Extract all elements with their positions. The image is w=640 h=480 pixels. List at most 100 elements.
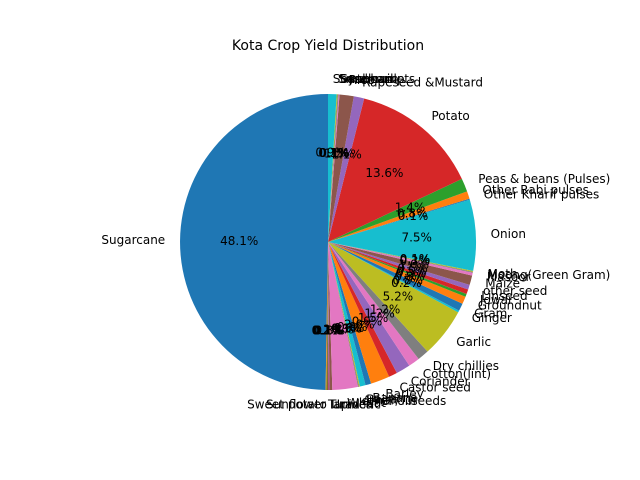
slice-percent: 0.1% <box>319 146 350 160</box>
slice-percent: 1.5% <box>324 146 355 160</box>
pie-slice <box>328 242 473 276</box>
slice-label: Dry chillies <box>433 359 499 373</box>
slice-percent: 0.8% <box>394 269 425 283</box>
slice-label: Other Rabi pulses <box>482 183 589 197</box>
slice-label: Sunflower <box>266 397 326 411</box>
slice-percent: 0.6% <box>334 321 365 335</box>
slice-percent: 1.2% <box>370 303 401 317</box>
pie-slice <box>328 242 469 294</box>
pie-slice <box>328 242 390 384</box>
pie-slice <box>328 242 359 390</box>
slice-label: Sannhamp <box>340 72 404 86</box>
pie-slice <box>328 242 474 272</box>
pie-slice <box>328 242 473 285</box>
slice-label: other oilseeds <box>362 394 447 408</box>
slice-label: Masoor <box>487 270 531 284</box>
pie-slice <box>328 94 340 242</box>
slice-label: Sugarcane <box>101 233 165 247</box>
slice-percent: 0.3% <box>399 254 430 268</box>
slice-percent: 0.1% <box>400 252 431 266</box>
pie-slice <box>328 242 470 290</box>
slice-percent: 0.8% <box>392 274 423 288</box>
slice-percent: 0.5% <box>396 264 427 278</box>
slice-percent: 0.9% <box>315 146 346 160</box>
slice-percent: 0.9% <box>352 314 383 328</box>
slice-label: Groundnut <box>478 299 542 313</box>
pie-slice <box>328 93 337 242</box>
pie-slice <box>328 242 463 311</box>
slice-label: Tapioca <box>327 397 373 411</box>
slice-label: Garlic <box>456 335 491 349</box>
slice-percent: 0.6% <box>337 320 368 334</box>
pie-slice <box>328 191 470 242</box>
slice-percent: 0.1% <box>400 253 431 267</box>
slice-percent: 0.1% <box>318 146 349 160</box>
pie-slice <box>328 242 333 390</box>
slice-label: Ginger <box>472 311 512 325</box>
pie-slice <box>328 96 365 243</box>
slice-label: Moth <box>488 267 518 281</box>
pie-slice <box>180 94 328 390</box>
slice-percent: 5.2% <box>383 289 414 303</box>
pie-slice <box>328 242 330 390</box>
pie-slice <box>328 98 462 243</box>
slice-label: Moong(Green Gram) <box>487 268 610 282</box>
slice-percent-labels: 48.1%0.1%0.1%0.1%0.1%0.3%2.7%0.1%0.1%0.6… <box>220 146 432 338</box>
slice-percent: 0.2% <box>391 276 422 290</box>
pie-slice <box>328 198 470 242</box>
slice-percent: 2.7% <box>323 323 354 337</box>
slice-percent: 7.5% <box>401 230 432 244</box>
slice-label: Sesamum <box>339 72 399 86</box>
slice-label: Turmeric <box>328 397 381 411</box>
slice-label: Banana <box>372 391 418 405</box>
slice-percent: 1.1% <box>331 148 362 162</box>
slice-label: Small millets <box>338 72 415 86</box>
slice-percent: 2.0% <box>344 318 375 332</box>
chart-title: Kota Crop Yield Distribution <box>232 38 424 54</box>
slice-percent: 0.1% <box>312 323 343 337</box>
pie-slice <box>328 242 410 373</box>
pie-slice <box>328 242 360 387</box>
pie-slice <box>328 94 338 242</box>
slice-percent: 0.1% <box>398 209 429 223</box>
slice-percent: 0.8% <box>397 206 428 220</box>
slice-label: Bajra <box>366 393 397 407</box>
slice-percent: 1.4% <box>395 200 426 214</box>
pie-slice <box>328 242 473 273</box>
slice-percent: 0.1% <box>331 321 362 335</box>
slice-percent: 0.1% <box>313 323 344 337</box>
pie-slice <box>328 242 459 352</box>
slice-label: Gram <box>474 306 507 320</box>
slice-label: Barley <box>385 387 423 401</box>
pie-slice <box>326 242 328 390</box>
pie-slice <box>328 242 397 377</box>
slice-percent: 0.1% <box>312 323 343 337</box>
slice-label: Sweet potato <box>247 397 327 411</box>
slice-percent: 0.5% <box>397 262 428 276</box>
slice-label: Linseed <box>481 289 527 303</box>
pie-slice <box>328 94 339 242</box>
slice-percent: 48.1% <box>220 234 258 248</box>
slice-percent: 13.6% <box>365 166 403 180</box>
slice-percent: 1.2% <box>364 307 395 321</box>
slice-label: Jowar <box>479 293 513 307</box>
slice-percent: 0.3% <box>314 323 345 337</box>
slice-label: Maize <box>485 277 520 291</box>
slice-percent: 1.0% <box>399 258 430 272</box>
pie-slice <box>328 242 460 313</box>
slice-percent: 1.5% <box>358 311 389 325</box>
slice-label: Cotton(lint) <box>423 367 491 381</box>
slice-label: Urad <box>331 397 360 411</box>
slice-percent: 0.3% <box>396 267 427 281</box>
pie-slice <box>328 242 366 387</box>
slice-percent: 0.1% <box>319 146 350 160</box>
slice-label: Onion <box>491 227 526 241</box>
slice-label: Rice <box>349 73 375 87</box>
pie-slice <box>328 199 477 271</box>
pie-slice <box>325 242 328 390</box>
slice-label: Potato <box>432 109 470 123</box>
slice-percent: 0.1% <box>332 321 363 335</box>
pie-slice <box>328 178 468 242</box>
